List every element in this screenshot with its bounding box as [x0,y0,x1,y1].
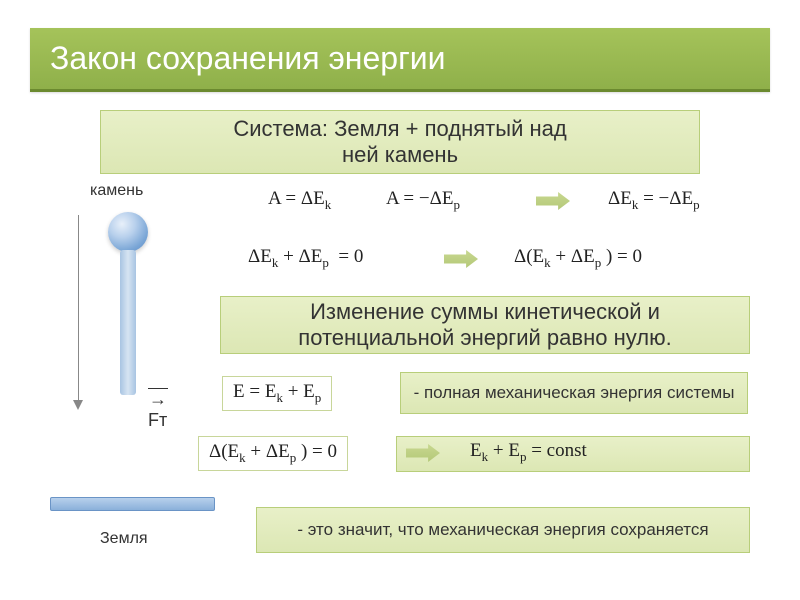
s5: = 0 [338,246,363,267]
eq-A-Ek-text: A = ΔE [268,188,325,209]
c2: k [482,449,489,464]
conserved-box: - это значит, что механическая энергия с… [256,507,750,553]
f1: E = E [233,381,276,402]
full-energy-label: - полная механическая энергия системы [414,383,735,403]
conserved-label: - это значит, что механическая энергия с… [297,520,708,540]
ft-text: Fт [148,410,167,430]
d4: p [290,450,297,465]
sub-k: k [325,197,332,212]
f2: k [276,390,283,405]
arrow-icon [444,250,478,268]
f4: p [315,390,322,405]
earth-label: Земля [100,530,148,548]
d3: + ΔE [250,441,289,462]
stone-icon [108,212,148,252]
z4: p [595,255,602,270]
slide: Закон сохранения энергии Система: Земля … [0,0,800,600]
c3: + E [493,440,520,461]
c1: E [470,440,482,461]
eq-A-Ep: A = −ΔEp [386,188,460,213]
s3: + ΔE [283,246,322,267]
s1: ΔE [248,246,272,267]
z1: Δ(E [514,246,544,267]
t1: ΔE [608,188,632,209]
eq-const: Ek + Ep = const [470,440,587,465]
d5: ) = 0 [301,441,337,462]
s4: p [322,255,329,270]
s2: k [272,255,279,270]
full-energy-box: - полная механическая энергия системы [400,372,748,414]
change-sum-box: Изменение суммы кинетической и потенциал… [220,296,750,354]
eq-A-Ep-text: A = −ΔE [386,188,453,209]
eq-sum-zero2: Δ(Ek + ΔEp ) = 0 [514,246,642,271]
system-line1: Система: Земля + поднятый над [233,116,566,142]
change-l1: Изменение суммы кинетической и [310,299,660,325]
t2: k [632,197,639,212]
motion-arrow-line [78,215,79,405]
change-l2: потенциальной энергий равно нулю. [298,325,671,351]
system-line2: ней камень [342,142,458,168]
t3: = −ΔE [643,188,693,209]
d2: k [239,450,246,465]
eq-delta-zero: Δ(Ek + ΔEp ) = 0 [198,436,348,471]
c4: p [520,449,527,464]
system-box: Система: Земля + поднятый над ней камень [100,110,700,174]
sub-p: p [453,197,460,212]
f3: + E [288,381,315,402]
eq-A-Ek: A = ΔEk [268,188,331,213]
d1: Δ(E [209,441,239,462]
stone-label: камень [90,182,150,200]
force-label: →Fт [148,388,168,431]
arrow-icon [536,192,570,210]
z3: + ΔE [555,246,594,267]
ground-icon [50,497,215,511]
motion-arrow-head [73,400,83,410]
t4: p [693,197,700,212]
z5: ) = 0 [606,246,642,267]
eq-sum-zero: ΔEk + ΔEp = 0 [248,246,363,271]
rod-icon [120,250,136,395]
z2: k [544,255,551,270]
eq-dEk-dEp: ΔEk = −ΔEp [608,188,700,213]
slide-title: Закон сохранения энергии [30,28,770,92]
c5: = const [531,440,587,461]
eq-full-energy: E = Ek + Ep [222,376,332,411]
